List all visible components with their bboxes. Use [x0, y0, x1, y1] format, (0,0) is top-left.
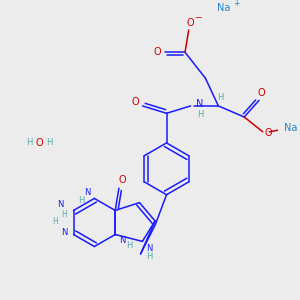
Text: O: O: [35, 138, 43, 148]
Text: H: H: [26, 138, 33, 147]
Text: H: H: [52, 217, 58, 226]
Text: O: O: [265, 128, 272, 138]
Text: N: N: [84, 188, 90, 197]
Text: H: H: [61, 210, 67, 219]
Text: −: −: [194, 13, 202, 22]
Text: N: N: [57, 200, 64, 209]
Text: O: O: [187, 18, 194, 28]
Text: H: H: [217, 93, 224, 102]
Text: Na: Na: [217, 3, 231, 13]
Text: Na: Na: [284, 123, 297, 133]
Text: H: H: [78, 196, 85, 205]
Text: N: N: [61, 228, 68, 237]
Text: H: H: [46, 138, 52, 147]
Text: O: O: [131, 97, 139, 107]
Text: +: +: [298, 120, 300, 129]
Text: H: H: [147, 252, 153, 261]
Text: H: H: [126, 241, 132, 250]
Text: N: N: [147, 244, 153, 253]
Text: O: O: [257, 88, 265, 98]
Text: +: +: [234, 0, 240, 8]
Text: O: O: [119, 175, 126, 185]
Text: N: N: [196, 99, 203, 109]
Text: N: N: [119, 236, 126, 244]
Text: H: H: [196, 110, 203, 119]
Text: O: O: [154, 47, 161, 57]
